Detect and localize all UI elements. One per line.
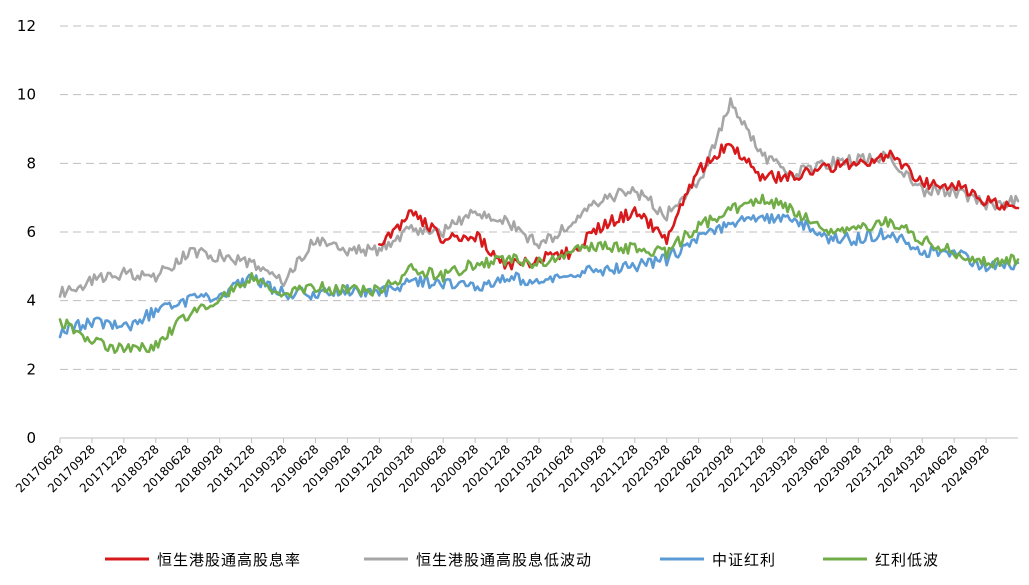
y-tick-label: 0: [26, 429, 36, 447]
y-tick-label: 12: [17, 17, 36, 35]
y-tick-label: 6: [26, 223, 36, 241]
legend-label: 恒生港股通高股息率: [157, 551, 301, 569]
legend: 恒生港股通高股息率 恒生港股通高股息低波动 中证红利 红利低波: [105, 551, 939, 569]
legend-label: 中证红利: [712, 551, 776, 569]
series-line-0: [378, 142, 1020, 271]
y-tick-label: 8: [26, 154, 36, 172]
y-tick-label: 4: [26, 292, 36, 310]
legend-label: 恒生港股通高股息低波动: [416, 551, 592, 569]
series-line-3: [58, 193, 1020, 354]
y-tick-label: 2: [26, 360, 36, 378]
series-lines: [58, 97, 1020, 354]
y-tick-label: 10: [17, 86, 36, 104]
gridlines: [60, 25, 1018, 370]
series-line-2: [58, 212, 1020, 339]
legend-label: 红利低波: [875, 551, 939, 569]
series-line-1: [58, 97, 1020, 298]
